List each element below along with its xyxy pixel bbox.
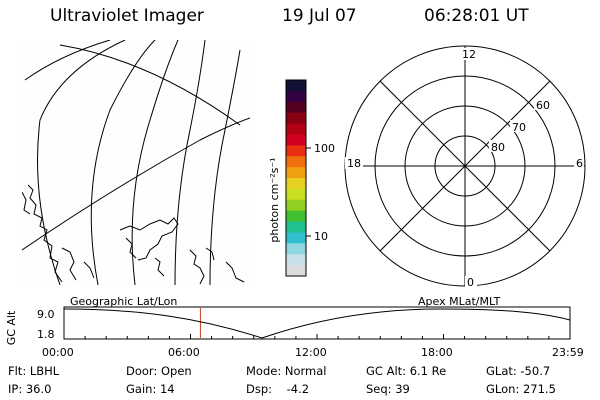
colorbar-swatch [286,243,306,255]
timeline-right-title: Apex MLat/MLT [418,295,501,308]
colorbar-swatch [286,232,306,244]
status-filter: Flt: LBHL [8,364,60,378]
colorbar-swatch [286,188,306,201]
colorbar-tick-10: 10 [314,230,328,243]
timeline-ytick-bottom: 1.8 [37,328,55,341]
colorbar-swatch [286,123,306,135]
timeline-xtick-2: 12:00 [295,346,327,359]
status-gain: Gain: 14 [126,382,175,396]
polar-lat-60: 60 [536,99,550,112]
polar-lat-80: 80 [491,141,505,154]
status-glat: GLat: -50.7 [486,364,551,378]
polar-label-0: 0 [467,276,474,289]
timeline-xtick-3: 18:00 [421,346,453,359]
timeline-left-title: Geographic Lat/Lon [70,295,177,308]
colorbar-swatch [286,210,306,223]
timeline-axis-label: GC Alt [5,310,18,345]
timeline-xtick-0: 00:00 [42,346,74,359]
date-label: 19 Jul 07 [282,6,357,26]
timeline-ytick-top: 9.0 [37,308,55,321]
time-label: 06:28:01 UT [424,6,529,26]
colorbar-swatch [286,80,306,92]
colorbar-units: photon cm⁻²s⁻¹ [268,157,281,242]
timeline-xtick-1: 06:00 [168,346,200,359]
instrument-title: Ultraviolet Imager [50,6,204,26]
colorbar-swatch [286,167,306,179]
status-gc-alt: GC Alt: 6.1 Re [366,364,447,378]
colorbar-swatch [286,265,306,277]
status-glon: GLon: 271.5 [486,382,556,396]
status-seq: Seq: 39 [366,382,410,396]
polar-plot [344,45,586,287]
polar-label-18: 18 [347,157,361,170]
colorbar-swatch [286,156,306,168]
colorbar-swatch [286,178,306,190]
status-door: Door: Open [126,364,192,378]
colorbar-swatch [286,90,306,103]
status-mode: Mode: Normal [246,364,327,378]
colorbar-swatch [286,254,306,266]
colorbar-swatch [286,134,306,146]
colorbar-swatch [286,112,306,125]
altitude-timeline: GC Alt 9.0 1.8 Geographic Lat/Lon Apex M… [5,295,571,345]
colorbar-swatch [286,101,306,114]
polar-label-12: 12 [462,48,476,61]
status-ip: IP: 36.0 [8,382,52,396]
timeline-xtick-4: 23:59 [552,346,584,359]
colorbar-border [285,79,307,277]
colorbar-swatch [286,221,306,233]
colorbar-swatch [286,199,306,212]
polar-lat-70: 70 [512,121,526,134]
altitude-curve [63,308,571,339]
colorbar-tick-100: 100 [314,142,335,155]
colorbar-swatch [286,145,306,157]
status-dsp: Dsp: -4.2 [246,382,310,396]
colorbar [285,79,307,277]
polar-label-6: 6 [576,157,583,170]
geographic-map [22,40,250,285]
